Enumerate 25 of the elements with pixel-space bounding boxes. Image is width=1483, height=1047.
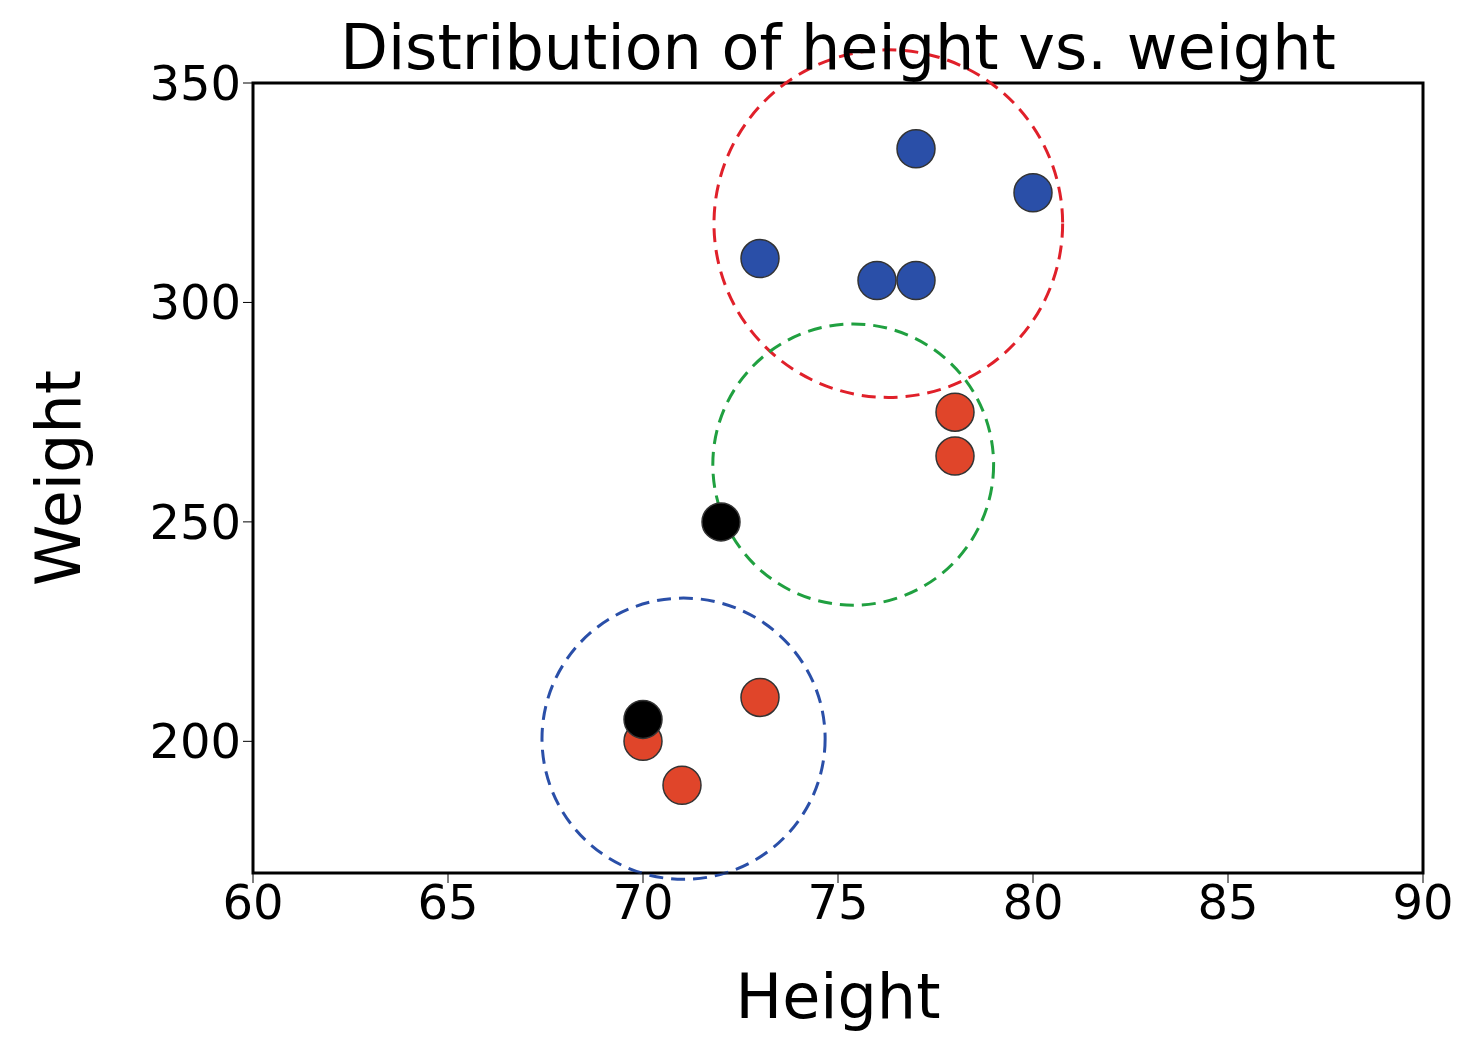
y-axis-title: Weight [22, 369, 96, 587]
y-tick-label: 250 [149, 493, 241, 550]
x-tick-label: 60 [222, 874, 284, 931]
point [896, 260, 936, 301]
point [896, 129, 936, 169]
x-axis-title: Height [735, 960, 941, 1033]
point [857, 260, 897, 301]
chart-title: Distribution of height vs. weight [339, 10, 1337, 86]
x-tick-label: 80 [1002, 874, 1064, 931]
x-tick-label: 90 [1392, 874, 1454, 931]
x-tick-label: 70 [612, 874, 674, 931]
point [935, 392, 975, 432]
point [740, 238, 780, 279]
point [623, 699, 663, 740]
x-tick-label: 65 [417, 874, 479, 931]
point [701, 502, 741, 542]
x-tick-label: 85 [1197, 874, 1259, 931]
x-tick-label: 75 [807, 874, 869, 931]
y-tick-label: 200 [149, 713, 241, 770]
point [662, 765, 702, 805]
y-tick-label: 300 [149, 274, 241, 331]
y-tick-label: 350 [149, 55, 241, 112]
point [1013, 172, 1053, 213]
point [740, 677, 780, 718]
point [935, 436, 975, 476]
